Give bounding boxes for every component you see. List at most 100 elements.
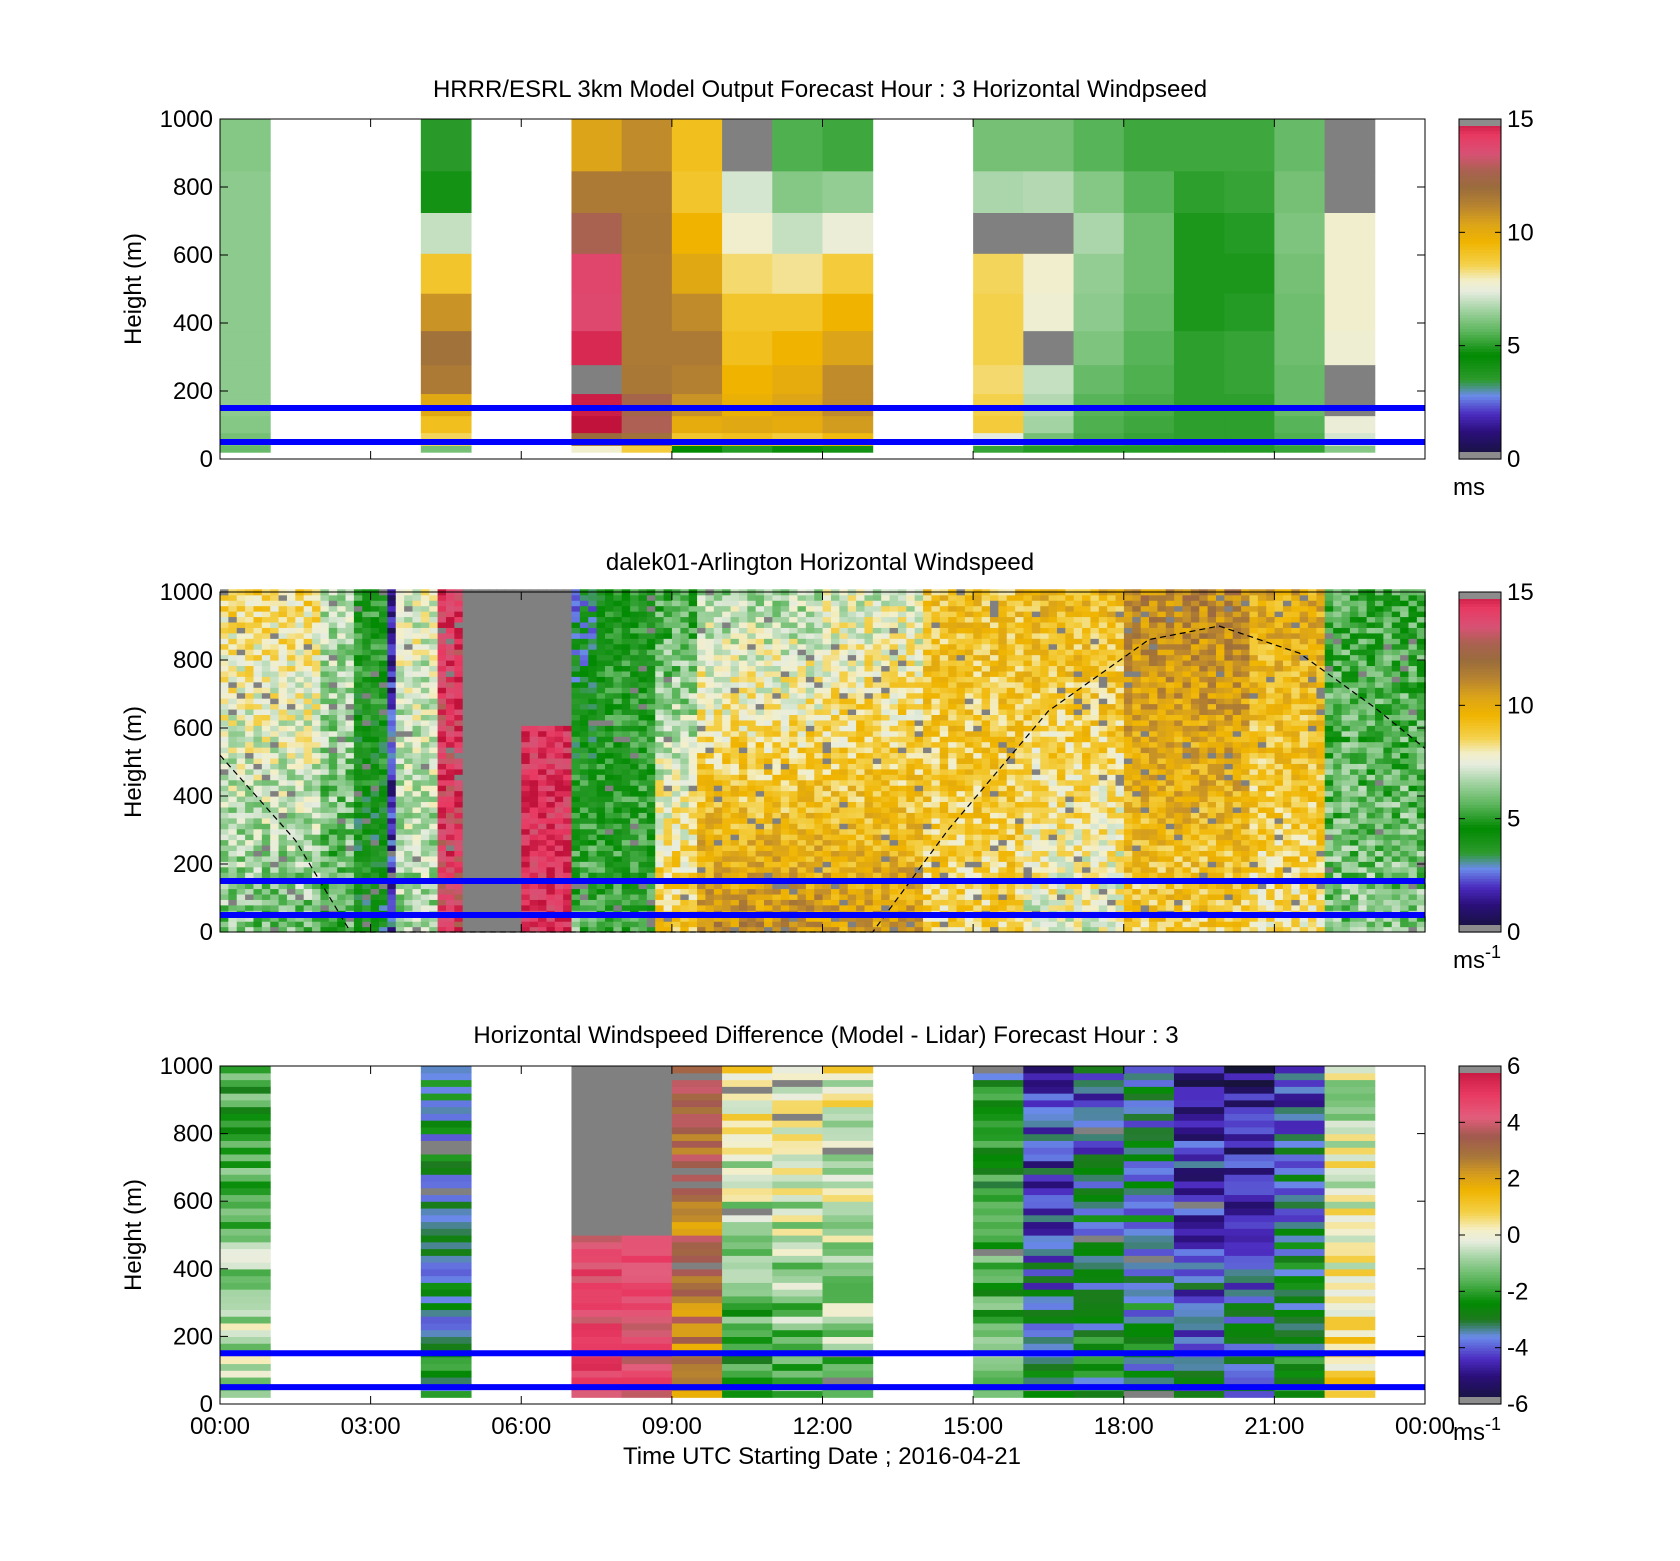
heatmap-cell <box>764 888 774 895</box>
heatmap-cell <box>814 866 824 873</box>
heatmap-cell <box>429 768 439 775</box>
heatmap-cell <box>504 796 514 803</box>
colorbar-segment <box>1459 136 1501 140</box>
heatmap-cell <box>253 698 263 705</box>
heatmap-cell <box>303 627 313 634</box>
heatmap-cell <box>822 855 832 862</box>
colorbar-segment <box>1459 396 1501 401</box>
heatmap-cell <box>220 768 229 775</box>
heatmap-cell <box>705 861 715 868</box>
colorbar-segment <box>1459 362 1501 367</box>
heatmap-cell <box>529 844 539 851</box>
heatmap-cell <box>705 621 715 628</box>
heatmap-cell <box>621 926 631 933</box>
heatmap-cell <box>805 708 815 715</box>
heatmap-cell <box>772 736 782 743</box>
heatmap-cell <box>404 670 414 677</box>
heatmap-cell <box>420 915 430 922</box>
heatmap-cell <box>814 616 824 623</box>
heatmap-cell <box>613 632 623 639</box>
heatmap-cell <box>538 643 548 650</box>
heatmap-cell <box>596 708 606 715</box>
heatmap-cell <box>722 921 732 928</box>
heatmap-cell <box>646 839 656 846</box>
heatmap-cell <box>220 883 229 890</box>
heatmap-cell <box>1224 415 1275 434</box>
heatmap-cell <box>764 725 774 732</box>
heatmap-cell <box>437 621 447 628</box>
heatmap-cell <box>538 670 548 677</box>
heatmap-cell <box>529 915 539 922</box>
heatmap-cell <box>688 736 698 743</box>
heatmap-cell <box>362 790 372 797</box>
heatmap-cell <box>286 855 296 862</box>
heatmap-cell <box>605 904 614 911</box>
heatmap-cell <box>437 785 447 792</box>
heatmap-cell <box>538 654 548 661</box>
heatmap-cell <box>663 806 673 813</box>
heatmap-cell <box>454 801 464 808</box>
heatmap-cell <box>529 763 539 770</box>
heatmap-cell <box>253 714 263 721</box>
heatmap-cell <box>563 730 573 737</box>
heatmap-cell <box>764 632 774 639</box>
heatmap-cell <box>512 632 522 639</box>
heatmap-cell <box>789 752 799 759</box>
heatmap-cell <box>697 747 707 754</box>
heatmap-cell <box>487 888 497 895</box>
heatmap-cell <box>579 616 589 623</box>
heatmap-cell <box>738 763 748 770</box>
heatmap-cell <box>663 926 673 933</box>
heatmap-cell <box>379 687 388 694</box>
heatmap-cell <box>538 616 548 623</box>
heatmap-cell <box>379 921 388 928</box>
heatmap-cell <box>638 834 648 841</box>
heatmap-cell <box>429 844 439 851</box>
heatmap-cell <box>605 801 614 808</box>
heatmap-cell <box>454 893 464 900</box>
heatmap-cell <box>437 817 447 824</box>
heatmap-cell <box>487 616 497 623</box>
heatmap-cell <box>688 779 698 786</box>
heatmap-cell <box>320 801 330 808</box>
heatmap-cell <box>638 768 648 775</box>
heatmap-cell <box>437 768 447 775</box>
heatmap-cell <box>797 926 807 933</box>
heatmap-cell <box>303 812 313 819</box>
heatmap-cell <box>646 719 656 726</box>
heatmap-cell <box>822 774 832 781</box>
heatmap-cell <box>546 915 556 922</box>
heatmap-cell <box>404 855 414 862</box>
heatmap-cell <box>621 670 631 677</box>
heatmap-cell <box>412 926 422 933</box>
heatmap-cell <box>454 698 464 705</box>
heatmap-cell <box>395 632 405 639</box>
heatmap-cell <box>680 725 690 732</box>
heatmap-cell <box>613 872 623 879</box>
heatmap-cell <box>688 796 698 803</box>
heatmap-cell <box>655 616 665 623</box>
heatmap-cell <box>747 730 757 737</box>
heatmap-cell <box>512 708 522 715</box>
heatmap-cell <box>370 855 380 862</box>
heatmap-cell <box>362 757 372 764</box>
heatmap-cell <box>504 844 514 851</box>
heatmap-cell <box>496 670 506 677</box>
heatmap-cell <box>671 823 681 830</box>
heatmap-cell <box>487 714 497 721</box>
heatmap-cell <box>646 823 656 830</box>
heatmap-cell <box>822 415 874 434</box>
heatmap-cell <box>697 632 707 639</box>
heatmap-cell <box>412 725 422 732</box>
heatmap-cell <box>270 643 280 650</box>
heatmap-cell <box>722 594 732 601</box>
heatmap-cell <box>479 616 489 623</box>
heatmap-cell <box>353 812 363 819</box>
heatmap-cell <box>462 714 472 721</box>
heatmap-cell <box>722 796 732 803</box>
colorbar-segment <box>1459 266 1501 270</box>
heatmap-cell <box>504 730 514 737</box>
panel-model-heatmap <box>220 119 1376 453</box>
heatmap-cell <box>420 883 430 890</box>
heatmap-cell <box>655 660 665 667</box>
